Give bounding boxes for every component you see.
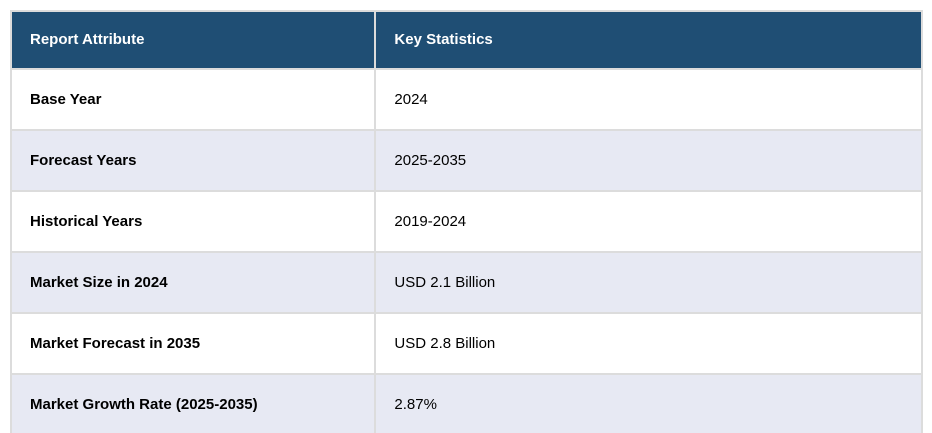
attribute-cell: Market Growth Rate (2025-2035) [9,373,377,433]
value-cell: 2019-2024 [374,190,923,253]
header-report-attribute: Report Attribute [9,10,377,70]
attribute-cell: Forecast Years [9,129,377,192]
value-cell: USD 2.8 Billion [374,312,923,375]
header-key-statistics: Key Statistics [374,10,923,70]
report-attributes-table: Report Attribute Key Statistics Base Yea… [9,10,923,433]
value-cell: 2.87% [374,373,923,433]
table-row-historical-years: Historical Years 2019-2024 [9,190,923,253]
value-cell: 2025-2035 [374,129,923,192]
value-cell: USD 2.1 Billion [374,251,923,314]
table-row-market-growth-rate: Market Growth Rate (2025-2035) 2.87% [9,373,923,433]
value-cell: 2024 [374,68,923,131]
attribute-cell: Historical Years [9,190,377,253]
table-row-market-forecast: Market Forecast in 2035 USD 2.8 Billion [9,312,923,375]
attribute-cell: Base Year [9,68,377,131]
table-row-base-year: Base Year 2024 [9,68,923,131]
attribute-cell: Market Size in 2024 [9,251,377,314]
table-row-market-size: Market Size in 2024 USD 2.1 Billion [9,251,923,314]
attribute-cell: Market Forecast in 2035 [9,312,377,375]
table-header-row: Report Attribute Key Statistics [9,10,923,70]
table-row-forecast-years: Forecast Years 2025-2035 [9,129,923,192]
